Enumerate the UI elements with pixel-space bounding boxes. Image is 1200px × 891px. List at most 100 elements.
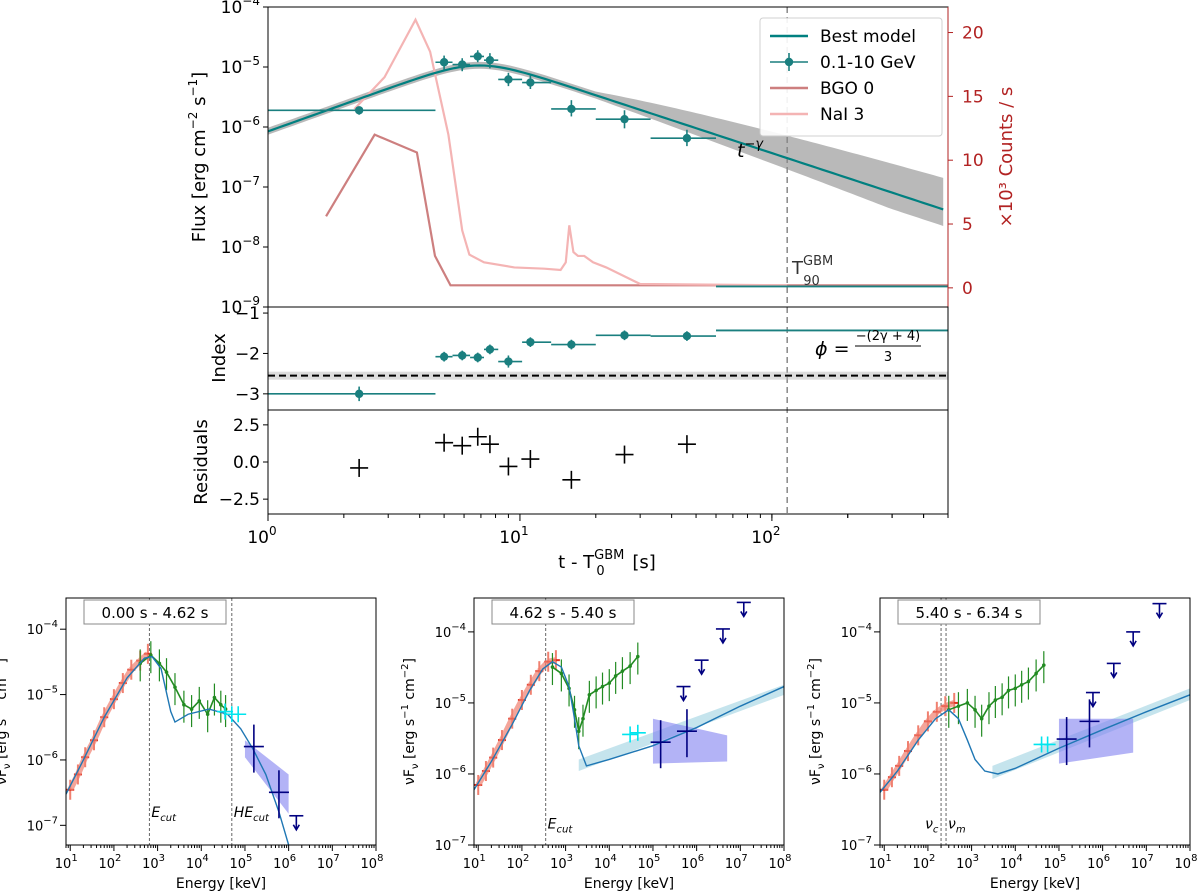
t90-sup: GBM [803, 254, 833, 269]
bgo-spectrum [629, 656, 639, 667]
y-tick-label: 10−8 [221, 234, 260, 258]
flux-point [354, 106, 364, 115]
bgo-spectrum [602, 682, 610, 688]
tick-base: 10 [186, 857, 203, 872]
y2-axis-label: ×10³ Counts / s [996, 87, 1017, 228]
sed-y-tick-label: 10−7 [27, 815, 58, 834]
xlabel-sub: 0 [596, 564, 604, 579]
res-y-axis-label: Residuals [191, 419, 212, 504]
ylabel-close: ] [402, 658, 418, 663]
interval-label: 4.62 s - 5.40 s [510, 604, 617, 622]
lat-butterfly [1058, 718, 1134, 764]
tick-exp: −6 [451, 764, 466, 775]
tick-base: 10 [1175, 857, 1192, 872]
tick-exp: −7 [857, 835, 872, 846]
sed-frame [473, 597, 785, 846]
tick-base: 10 [142, 857, 159, 872]
sed-x-tick-label: 108 [361, 853, 384, 872]
cut-label-base: HE [234, 805, 254, 821]
ylabel-unit-tail: cm [402, 678, 418, 704]
sed-x-tick-label: 106 [1087, 853, 1110, 872]
bgo-spectrum [191, 700, 200, 710]
tick-exp: −4 [43, 619, 58, 630]
legend-swatch [784, 57, 794, 67]
xlabel-unit: [s] [627, 552, 656, 573]
index-y-tick-label: −2 [235, 344, 260, 364]
phi-label: ϕ = [815, 338, 850, 360]
lat-upper-limit-arrow [292, 824, 301, 832]
ylabel-exp: −1 [0, 704, 3, 719]
tick-exp: 8 [377, 853, 383, 864]
sed-x-tick-label: 104 [594, 853, 617, 872]
sed-x-tick-label: 108 [1175, 853, 1198, 872]
annot-exp: −γ [744, 137, 764, 152]
bgo-spectrum [198, 700, 209, 715]
x-tick-base: 10 [247, 528, 269, 548]
tick-base: 10 [435, 697, 452, 712]
tick-exp: −5 [451, 693, 466, 704]
t90-label: TGBM 90 [791, 254, 833, 289]
sed-x-tick-label: 105 [1043, 853, 1066, 872]
tick-exp: −9 [242, 294, 260, 308]
tick-exp: −7 [242, 174, 260, 188]
sed-y-tick-label: 10−5 [435, 693, 466, 712]
sed-x-tick-label: 101 [463, 853, 486, 872]
sed-x-tick-label: 107 [725, 853, 748, 872]
lat-upper-limit-arrow [1155, 612, 1164, 620]
ylabel-base: νF [0, 769, 10, 785]
tick-base: 10 [221, 58, 243, 78]
sed-y-tick-label: 10−6 [841, 764, 872, 783]
bgo-spectrum [1008, 687, 1016, 692]
tick-base: 10 [1131, 857, 1148, 872]
bgo-spectrum [974, 709, 983, 720]
legend-box [759, 17, 943, 137]
res-y-tick-label: 0.0 [233, 453, 260, 473]
tick-exp: 2 [929, 853, 935, 864]
ylabel-part: Flux [erg cm [189, 129, 210, 242]
sed-x-axis-label: Energy [keV] [990, 876, 1080, 891]
lat-upper-limit-arrow [719, 637, 727, 645]
index-y-tick-label: −3 [235, 385, 260, 405]
tick-base: 10 [841, 626, 858, 641]
ylabel-unit: [erg s [0, 719, 10, 764]
sed-x-tick-label: 104 [186, 853, 209, 872]
lat-upper-limit-arrow [740, 611, 748, 618]
bgo-spectrum [1035, 664, 1045, 674]
tick-base: 10 [869, 857, 886, 872]
cut-label: Ecut [548, 817, 574, 836]
sed-x-tick-label: 103 [956, 853, 979, 872]
tick-base: 10 [435, 626, 452, 641]
sed-x-tick-label: 102 [506, 853, 529, 872]
sed-model-line [66, 655, 290, 845]
sed-y-axis-label: νFν [erg s−1 cm−2] [806, 658, 827, 785]
tick-base: 10 [27, 689, 44, 704]
sed-x-tick-label: 103 [142, 853, 165, 872]
cut-label-sub: cut [253, 813, 270, 824]
cut-label-sub: m [956, 825, 966, 836]
lat-upper-limit-arrow [1089, 701, 1097, 709]
t90-sub: 90 [803, 274, 820, 289]
tick-exp: −6 [857, 764, 872, 775]
tick-exp: 1 [479, 853, 485, 864]
sed-x-tick-label: 102 [98, 853, 121, 872]
tick-exp: 3 [567, 853, 573, 864]
x-tick-label: 101 [499, 524, 528, 548]
tick-base: 10 [594, 857, 611, 872]
tick-exp: 5 [1060, 853, 1066, 864]
nai-spectrum [129, 658, 143, 672]
tick-base: 10 [1087, 857, 1104, 872]
sed-panel-3: 101 102 103 104 105 106 107 10810−710−610−510−4… [806, 597, 1198, 891]
xlabel-base: t - T [558, 552, 595, 573]
tick-base: 10 [637, 857, 654, 872]
nai-spectrum [944, 700, 956, 709]
interval-box [491, 599, 635, 625]
tick-exp: −5 [242, 54, 260, 68]
ylabel-sub: ν [816, 763, 827, 769]
x-axis-label: t - TGBM 0 [s] [558, 548, 656, 579]
nai-spectrum [528, 669, 542, 687]
x-tick-label: 102 [751, 524, 780, 548]
nai-spectrum [111, 681, 126, 701]
interval-box [897, 599, 1041, 625]
